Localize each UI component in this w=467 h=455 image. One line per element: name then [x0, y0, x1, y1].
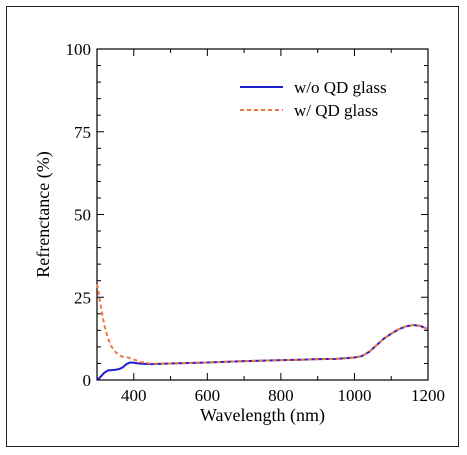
y-tick-label: 0	[83, 371, 92, 390]
legend: w/o QD glass w/ QD glass	[240, 78, 387, 120]
legend-label: w/o QD glass	[294, 78, 387, 97]
y-axis-label: Refrenctance (%)	[33, 151, 54, 277]
x-tick-label: 600	[195, 386, 221, 405]
y-tick-label: 25	[74, 288, 91, 307]
axis-ticks	[96, 48, 429, 381]
legend-label: w/ QD glass	[294, 101, 378, 120]
x-tick-label: 400	[121, 386, 147, 405]
y-tick-label: 50	[74, 206, 91, 225]
y-tick-label: 100	[66, 40, 92, 59]
chart-frame	[6, 6, 459, 447]
x-tick-label: 1200	[411, 386, 445, 405]
x-tick-label: 800	[268, 386, 294, 405]
x-tick-label: 1000	[337, 386, 371, 405]
series-line-1	[96, 324, 429, 380]
series-line-2	[96, 283, 429, 365]
y-tick-label: 75	[74, 123, 91, 142]
x-axis-label: Wavelength (nm)	[200, 405, 325, 426]
series-lines	[96, 283, 429, 380]
tick-labels: 400 600 800 1000 1200 0 25 50 75 100	[66, 40, 446, 405]
plot-area	[96, 48, 429, 381]
